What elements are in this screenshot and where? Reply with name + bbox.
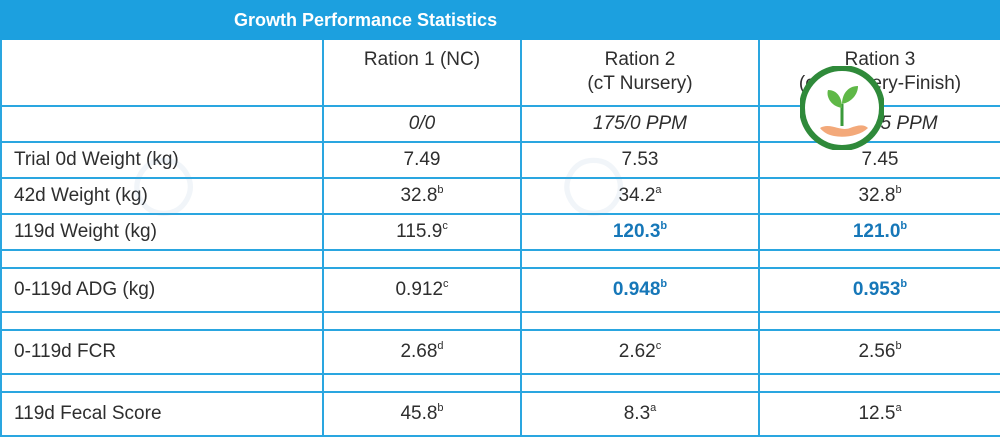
spacer-row xyxy=(0,311,1000,331)
significance-letter: c xyxy=(443,278,449,290)
value-cell: 34.2a xyxy=(520,177,760,215)
title-row: Growth Performance Statistics xyxy=(0,0,1000,40)
column-header-line1: Ration 1 (NC) xyxy=(363,49,481,70)
spacer-row xyxy=(0,249,1000,269)
spacer-row xyxy=(0,373,1000,393)
value-cell: 32.8b xyxy=(757,177,1000,215)
value-cell-highlighted: 0.948b xyxy=(520,267,760,313)
significance-letter: d xyxy=(437,340,444,352)
column-header-ration-2: Ration 2 (cT Nursery) xyxy=(520,38,760,107)
significance-letter: b xyxy=(895,184,902,196)
significance-letter: b xyxy=(900,278,908,290)
row-label: 0-119d FCR xyxy=(0,329,324,375)
row-label: Trial 0d Weight (kg) xyxy=(0,141,324,179)
value-cell: 7.53 xyxy=(520,141,760,179)
dose-row: 0/0 175/0 PPM 175/175 PPM xyxy=(0,105,1000,143)
column-header-line1: Ration 2 xyxy=(604,49,676,70)
value-cell: 12.5a xyxy=(757,391,1000,437)
value-cell: 8.3a xyxy=(520,391,760,437)
table-row: Trial 0d Weight (kg) 7.49 7.53 7.45 xyxy=(0,141,1000,179)
table-row: 119d Weight (kg) 115.9c 120.3b 121.0b xyxy=(0,213,1000,251)
value-cell: 2.56b xyxy=(757,329,1000,375)
significance-letter: b xyxy=(437,184,444,196)
value-cell: 2.68d xyxy=(322,329,522,375)
brand-logo-icon xyxy=(800,66,884,150)
cell-value: 32.8 xyxy=(858,185,896,206)
header-empty-cell xyxy=(0,38,324,107)
value-cell: 2.62c xyxy=(520,329,760,375)
table-title: Growth Performance Statistics xyxy=(0,0,1000,40)
dose-cell-ration-2: 175/0 PPM xyxy=(520,105,760,143)
value-cell: 32.8b xyxy=(322,177,522,215)
table-row: 119d Fecal Score 45.8b 8.3a 12.5a xyxy=(0,391,1000,437)
row-label: 0-119d ADG (kg) xyxy=(0,267,324,313)
cell-value: 120.3 xyxy=(612,221,661,242)
value-cell: 7.49 xyxy=(322,141,522,179)
significance-letter: b xyxy=(437,402,444,414)
value-cell-highlighted: 0.953b xyxy=(757,267,1000,313)
cell-value: 8.3 xyxy=(623,403,651,424)
value-cell-highlighted: 121.0b xyxy=(757,213,1000,251)
value-cell: 45.8b xyxy=(322,391,522,437)
cell-value: 12.5 xyxy=(858,403,896,424)
column-header-ration-1: Ration 1 (NC) xyxy=(322,38,522,107)
cell-value: 34.2 xyxy=(618,185,656,206)
value-cell-highlighted: 120.3b xyxy=(520,213,760,251)
table-row: 42d Weight (kg) 32.8b 34.2a 32.8b xyxy=(0,177,1000,215)
significance-letter: b xyxy=(900,220,908,232)
cell-value: 45.8 xyxy=(400,403,438,424)
value-cell: 0.912c xyxy=(322,267,522,313)
row-label: 119d Weight (kg) xyxy=(0,213,324,251)
cell-value: 115.9 xyxy=(396,221,443,242)
cell-value: 2.56 xyxy=(858,341,896,362)
cell-value: 121.0 xyxy=(852,221,901,242)
significance-letter: a xyxy=(895,402,902,414)
significance-letter: c xyxy=(655,340,662,352)
significance-letter: b xyxy=(660,278,668,290)
cell-value: 0.912 xyxy=(395,279,444,300)
table-row: 0-119d ADG (kg) 0.912c 0.948b 0.953b xyxy=(0,267,1000,313)
cell-value: 7.53 xyxy=(621,149,659,170)
significance-letter: a xyxy=(650,402,657,414)
dose-empty-cell xyxy=(0,105,324,143)
cell-value: 32.8 xyxy=(400,185,438,206)
column-header-line2: (cT Nursery) xyxy=(587,73,693,94)
cell-value: 7.45 xyxy=(861,149,899,170)
value-cell: 115.9c xyxy=(322,213,522,251)
cell-value: 2.62 xyxy=(618,341,656,362)
cell-value: 2.68 xyxy=(400,341,438,362)
significance-letter: b xyxy=(895,340,902,352)
significance-letter: c xyxy=(442,220,448,232)
significance-letter: b xyxy=(660,220,668,232)
significance-letter: a xyxy=(655,184,662,196)
dose-cell-ration-1: 0/0 xyxy=(322,105,522,143)
row-label: 119d Fecal Score xyxy=(0,391,324,437)
column-header-line1: Ration 3 xyxy=(844,49,916,70)
cell-value: 0.953 xyxy=(852,279,901,300)
cell-value: 7.49 xyxy=(403,149,441,170)
cell-value: 0.948 xyxy=(612,279,661,300)
table-row: 0-119d FCR 2.68d 2.62c 2.56b xyxy=(0,329,1000,375)
row-label: 42d Weight (kg) xyxy=(0,177,324,215)
value-cell: 7.45 xyxy=(757,141,1000,179)
